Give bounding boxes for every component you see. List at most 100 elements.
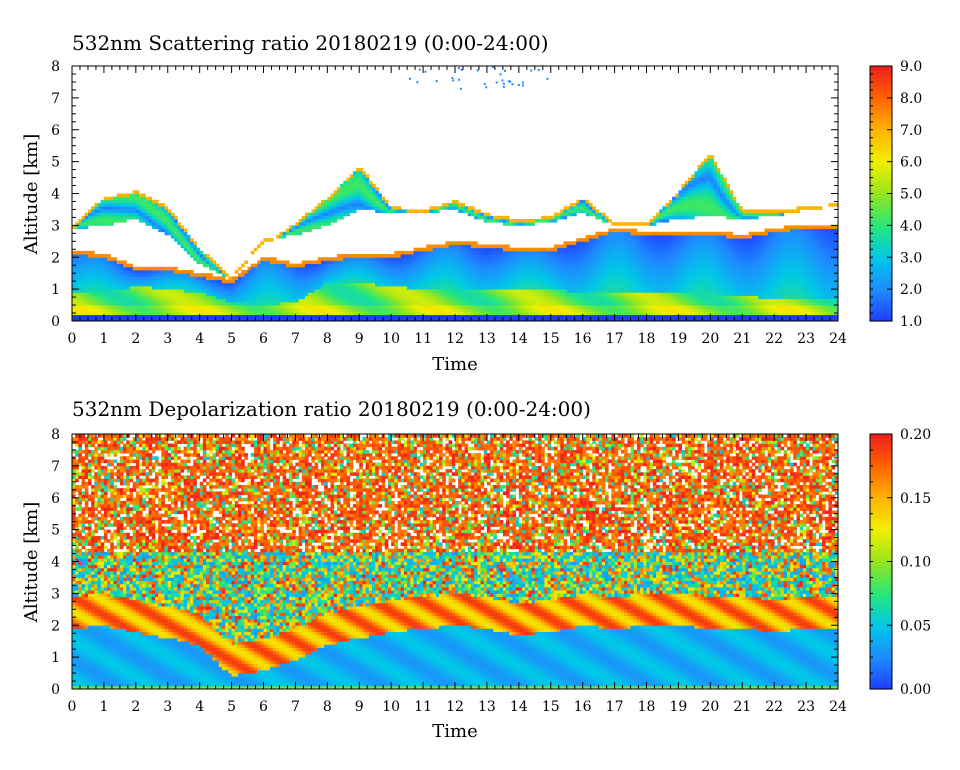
heatmap-cell bbox=[435, 279, 440, 284]
heatmap-cell bbox=[451, 244, 456, 249]
heatmap-cell bbox=[579, 250, 584, 255]
heatmap-cell bbox=[75, 282, 79, 287]
heatmap-cell bbox=[461, 301, 465, 306]
heatmap-cell bbox=[387, 298, 392, 303]
heatmap-cell bbox=[429, 289, 434, 293]
heatmap-cell bbox=[142, 273, 146, 277]
heatmap-cell bbox=[301, 295, 306, 300]
heatmap-cell bbox=[608, 244, 612, 249]
heatmap-cell bbox=[333, 263, 338, 268]
heatmap-cell bbox=[317, 225, 322, 229]
heatmap-cell bbox=[209, 292, 213, 296]
heatmap-cell bbox=[209, 263, 213, 268]
heatmap-cell bbox=[391, 317, 395, 322]
heatmap-cell bbox=[601, 244, 606, 249]
heatmap-cell bbox=[515, 292, 520, 296]
heatmap-cell bbox=[464, 279, 469, 284]
heatmap-cell bbox=[81, 276, 86, 280]
heatmap-cell bbox=[365, 289, 370, 293]
heatmap-cell bbox=[215, 298, 220, 303]
heatmap-cell bbox=[413, 305, 418, 309]
heatmap-cell bbox=[320, 266, 325, 271]
heatmap-cell bbox=[579, 199, 584, 204]
heatmap-cell bbox=[585, 206, 590, 210]
heatmap-cell bbox=[605, 231, 609, 236]
heatmap-cell bbox=[477, 308, 481, 312]
heatmap-cell bbox=[314, 311, 319, 316]
heatmap-cell bbox=[537, 301, 542, 306]
heatmap-cell bbox=[614, 257, 619, 261]
heatmap-cell bbox=[470, 209, 475, 214]
heatmap-cell bbox=[672, 305, 676, 309]
heatmap-cell bbox=[356, 282, 360, 287]
heatmap-cell bbox=[97, 215, 102, 220]
heatmap-cell bbox=[94, 273, 98, 277]
heatmap-cell bbox=[78, 308, 82, 312]
heatmap-cell bbox=[394, 266, 398, 271]
heatmap-cell bbox=[512, 311, 517, 316]
heatmap-cell bbox=[464, 298, 469, 303]
heatmap-cell bbox=[276, 279, 280, 284]
heatmap-cell bbox=[432, 279, 437, 284]
heatmap-cell bbox=[103, 305, 108, 309]
heatmap-cell bbox=[336, 193, 341, 198]
heatmap-cell bbox=[560, 276, 564, 280]
heatmap-cell bbox=[346, 270, 351, 274]
heatmap-cell bbox=[614, 254, 619, 258]
heatmap-cell bbox=[585, 292, 590, 296]
heatmap-cell bbox=[381, 289, 386, 293]
heatmap-cell bbox=[324, 273, 328, 277]
heatmap-cell bbox=[123, 305, 127, 309]
heatmap-cell bbox=[285, 263, 290, 268]
heatmap-cell bbox=[129, 317, 134, 322]
heatmap-cell bbox=[553, 292, 558, 296]
heatmap-cell bbox=[193, 285, 197, 290]
heatmap-cell bbox=[289, 301, 293, 306]
heatmap-cell bbox=[601, 279, 606, 284]
heatmap-cell bbox=[174, 273, 178, 277]
heatmap-cell bbox=[490, 289, 494, 293]
heatmap-cell bbox=[662, 276, 667, 280]
heatmap-cell bbox=[470, 285, 475, 290]
heatmap-cell bbox=[592, 276, 596, 280]
heatmap-cell bbox=[474, 266, 478, 271]
heatmap-cell bbox=[553, 295, 558, 300]
heatmap-cell bbox=[91, 260, 95, 265]
heatmap-cell bbox=[665, 212, 670, 217]
heatmap-cell bbox=[656, 215, 660, 220]
heatmap-cell bbox=[595, 273, 600, 277]
heatmap-cell bbox=[362, 196, 367, 201]
heatmap-cell bbox=[627, 276, 631, 280]
heatmap-cell bbox=[135, 314, 140, 319]
heatmap-cell bbox=[273, 285, 277, 290]
heatmap-cell bbox=[681, 238, 686, 242]
heatmap-cell bbox=[263, 289, 268, 293]
heatmap-cell bbox=[531, 257, 536, 261]
heatmap-cell bbox=[247, 295, 252, 300]
heatmap-cell bbox=[627, 250, 631, 255]
heatmap-cell bbox=[407, 311, 411, 316]
heatmap-field bbox=[72, 66, 839, 322]
heatmap-cell bbox=[649, 247, 654, 252]
heatmap-cell bbox=[662, 238, 667, 242]
heatmap-cell bbox=[247, 289, 252, 293]
heatmap-cell bbox=[668, 266, 673, 271]
heatmap-cell bbox=[183, 231, 188, 236]
heatmap-cell bbox=[170, 231, 175, 236]
heatmap-cell bbox=[311, 212, 315, 217]
heatmap-cell bbox=[103, 295, 108, 300]
heatmap-cell bbox=[174, 228, 178, 233]
heatmap-cell bbox=[94, 222, 98, 226]
heatmap-cell bbox=[608, 311, 612, 316]
heatmap-cell bbox=[87, 273, 92, 277]
heatmap-cell bbox=[668, 209, 673, 214]
heatmap-cell bbox=[206, 301, 210, 306]
heatmap-cell bbox=[193, 305, 197, 309]
heatmap-cell bbox=[391, 279, 395, 284]
heatmap-cell bbox=[100, 301, 105, 306]
heatmap-cell bbox=[91, 270, 95, 274]
heatmap-cell bbox=[324, 301, 328, 306]
heatmap-cell bbox=[633, 301, 638, 306]
heatmap-cell bbox=[486, 311, 491, 316]
heatmap-cell bbox=[292, 295, 296, 300]
